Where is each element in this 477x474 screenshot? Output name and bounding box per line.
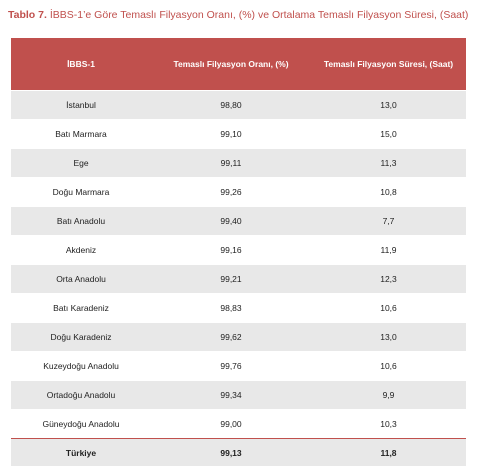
duration-cell: 10,3 — [311, 409, 466, 439]
table-row: Ortadoğu Anadolu 99,34 9,9 — [11, 380, 466, 410]
duration-cell: 11,9 — [311, 235, 466, 265]
table-row: Kuzeydoğu Anadolu 99,76 10,6 — [11, 351, 466, 381]
total-duration-cell: 11,8 — [311, 438, 466, 466]
duration-cell: 7,7 — [311, 206, 466, 236]
rate-cell: 99,62 — [151, 322, 311, 352]
rate-cell: 99,34 — [151, 380, 311, 410]
duration-cell: 11,3 — [311, 148, 466, 178]
rate-cell: 99,10 — [151, 119, 311, 149]
table-row: Batı Karadeniz 98,83 10,6 — [11, 293, 466, 323]
region-cell: Batı Anadolu — [11, 206, 151, 236]
region-cell: İstanbul — [11, 90, 151, 120]
duration-cell: 10,8 — [311, 177, 466, 207]
table-row: Ege 99,11 11,3 — [11, 148, 466, 178]
table-row: Güneydoğu Anadolu 99,00 10,3 — [11, 409, 466, 439]
table-body: İstanbul 98,80 13,0 Batı Marmara 99,10 1… — [11, 90, 466, 466]
table-row: Orta Anadolu 99,21 12,3 — [11, 264, 466, 294]
table-header: İBBS-1 Temaslı Filyasyon Oranı, (%) Tema… — [11, 38, 466, 91]
rate-cell: 99,76 — [151, 351, 311, 381]
region-cell: Orta Anadolu — [11, 264, 151, 294]
total-region-cell: Türkiye — [11, 438, 151, 466]
table-row: İstanbul 98,80 13,0 — [11, 90, 466, 120]
region-cell: Ege — [11, 148, 151, 178]
header-rate: Temaslı Filyasyon Oranı, (%) — [151, 38, 311, 91]
duration-cell: 12,3 — [311, 264, 466, 294]
header-row: İBBS-1 Temaslı Filyasyon Oranı, (%) Tema… — [11, 38, 466, 91]
duration-cell: 13,0 — [311, 90, 466, 120]
table-row: Doğu Karadeniz 99,62 13,0 — [11, 322, 466, 352]
table-caption: Tablo 7. İBBS-1’e Göre Temaslı Filyasyon… — [8, 9, 468, 21]
header-duration: Temaslı Filyasyon Süresi, (Saat) — [311, 38, 466, 91]
total-row: Türkiye 99,13 11,8 — [11, 438, 466, 466]
duration-cell: 13,0 — [311, 322, 466, 352]
table-row: Akdeniz 99,16 11,9 — [11, 235, 466, 265]
rate-cell: 99,11 — [151, 148, 311, 178]
rate-cell: 99,40 — [151, 206, 311, 236]
region-cell: Batı Marmara — [11, 119, 151, 149]
region-cell: Kuzeydoğu Anadolu — [11, 351, 151, 381]
rate-cell: 99,26 — [151, 177, 311, 207]
region-cell: Doğu Marmara — [11, 177, 151, 207]
header-region: İBBS-1 — [11, 38, 151, 91]
rate-cell: 99,16 — [151, 235, 311, 265]
table-row: Batı Anadolu 99,40 7,7 — [11, 206, 466, 236]
region-cell: Akdeniz — [11, 235, 151, 265]
caption-label: Tablo 7. — [8, 9, 47, 21]
rate-cell: 99,21 — [151, 264, 311, 294]
rate-cell: 98,83 — [151, 293, 311, 323]
duration-cell: 10,6 — [311, 351, 466, 381]
duration-cell: 15,0 — [311, 119, 466, 149]
region-cell: Doğu Karadeniz — [11, 322, 151, 352]
region-cell: Ortadoğu Anadolu — [11, 380, 151, 410]
duration-cell: 9,9 — [311, 380, 466, 410]
caption-text: İBBS-1’e Göre Temaslı Filyasyon Oranı, (… — [49, 9, 469, 21]
data-table: İBBS-1 Temaslı Filyasyon Oranı, (%) Tema… — [11, 38, 466, 466]
duration-cell: 10,6 — [311, 293, 466, 323]
rate-cell: 98,80 — [151, 90, 311, 120]
table-row: Batı Marmara 99,10 15,0 — [11, 119, 466, 149]
region-cell: Güneydoğu Anadolu — [11, 409, 151, 439]
region-cell: Batı Karadeniz — [11, 293, 151, 323]
total-rate-cell: 99,13 — [151, 438, 311, 466]
rate-cell: 99,00 — [151, 409, 311, 439]
table-row: Doğu Marmara 99,26 10,8 — [11, 177, 466, 207]
